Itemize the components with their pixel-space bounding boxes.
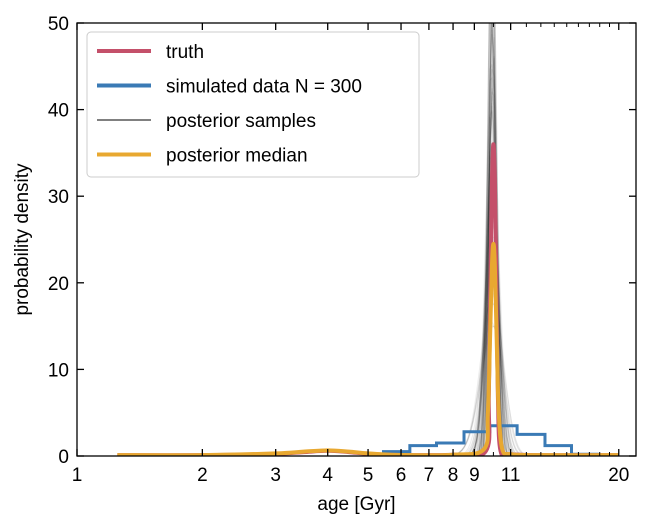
x-tick-label: 1 bbox=[72, 465, 83, 486]
posterior-median-line bbox=[117, 241, 619, 456]
posterior-sample-line bbox=[77, 224, 636, 456]
legend-label: simulated data N = 300 bbox=[166, 77, 362, 98]
posterior-sample-line bbox=[77, 325, 636, 456]
x-tick-label: 7 bbox=[424, 465, 435, 486]
y-tick-label: 40 bbox=[48, 101, 69, 122]
x-axis-label: age [Gyr] bbox=[317, 494, 395, 515]
y-tick-label: 30 bbox=[48, 187, 69, 208]
posterior-sample-line bbox=[77, 156, 636, 456]
posterior-sample-line bbox=[77, 141, 636, 456]
legend: truth simulated data N = 300 posterior sam… bbox=[86, 31, 420, 178]
x-tick-label: 11 bbox=[501, 465, 521, 486]
x-tick-label: 3 bbox=[270, 465, 281, 486]
posterior-sample-line bbox=[77, 182, 636, 456]
posterior-sample-line bbox=[77, 184, 636, 456]
y-tick-label: 10 bbox=[48, 360, 69, 381]
posterior-sample-line bbox=[77, 178, 636, 456]
ticks: 1 2 3 4 5 6 7 8 9 11 20 0 10 20 30 40 50 bbox=[48, 14, 636, 486]
posterior-sample-line bbox=[77, 229, 636, 456]
legend-label: posterior median bbox=[166, 146, 308, 167]
posterior-sample-line bbox=[77, 219, 636, 456]
posterior-sample-line bbox=[77, 321, 636, 456]
plot-frame bbox=[76, 22, 637, 457]
x-tick-label: 4 bbox=[322, 465, 333, 486]
x-tick-label: 5 bbox=[363, 465, 374, 486]
posterior-sample-line bbox=[77, 166, 636, 456]
posterior-sample-line bbox=[77, 217, 636, 456]
posterior-sample-line bbox=[77, 235, 636, 456]
truth-line bbox=[117, 142, 619, 456]
legend-box bbox=[86, 31, 420, 178]
posterior-sample-line bbox=[77, 291, 636, 456]
x-tick-label: 20 bbox=[608, 465, 629, 486]
posterior-sample-line bbox=[77, 324, 636, 456]
y-tick-label: 50 bbox=[48, 14, 69, 35]
posterior-sample-line bbox=[77, 277, 636, 456]
x-tick-label: 8 bbox=[448, 465, 459, 486]
posterior-sample-line bbox=[77, 203, 636, 456]
posterior-sample-line bbox=[77, 182, 636, 456]
posterior-sample-line bbox=[77, 222, 636, 456]
y-tick-label: 0 bbox=[58, 447, 69, 468]
x-tick-label: 9 bbox=[469, 465, 480, 486]
y-tick-label: 20 bbox=[48, 274, 69, 295]
posterior-sample-line bbox=[77, 291, 636, 456]
posterior-sample-line bbox=[77, 191, 636, 456]
y-axis-label: probability density bbox=[12, 163, 33, 316]
posterior-sample-line bbox=[77, 300, 636, 456]
x-tick-label: 6 bbox=[396, 465, 407, 486]
posterior-sample-line bbox=[77, 238, 636, 456]
legend-label: posterior samples bbox=[166, 111, 316, 132]
axes-frame bbox=[76, 22, 637, 457]
legend-label: truth bbox=[166, 42, 204, 63]
x-tick-label: 2 bbox=[197, 465, 208, 486]
posterior-sample-line bbox=[77, 165, 636, 456]
posterior-sample-line bbox=[77, 186, 636, 456]
posterior-sample-line bbox=[77, 303, 636, 456]
